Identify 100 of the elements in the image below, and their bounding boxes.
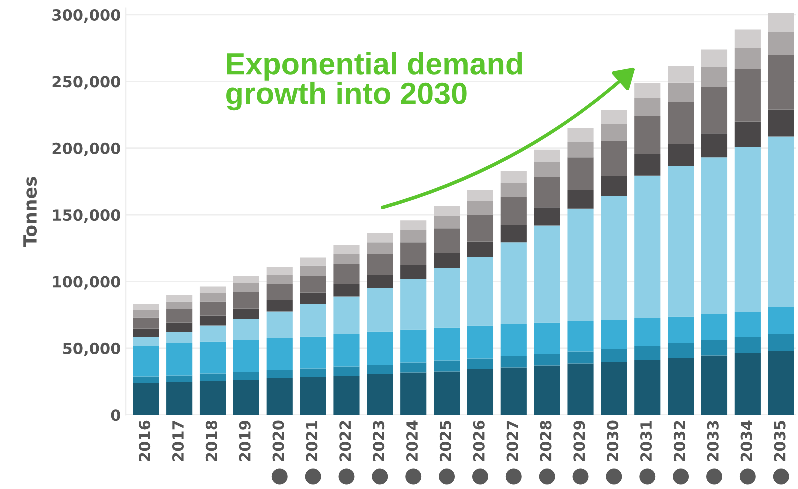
bar: [768, 32, 794, 56]
y-axis-title: Tonnes: [24, 177, 38, 248]
bar: [634, 116, 661, 155]
bar: [467, 215, 494, 242]
bar: [200, 286, 226, 294]
bar: [668, 343, 694, 358]
x-tick-label: 2034: [740, 420, 752, 462]
y-tick-label: 300,000: [52, 9, 120, 23]
bar: [601, 196, 628, 320]
x-tick-label: 2029: [574, 421, 586, 462]
bar: [668, 102, 694, 144]
bar: [400, 330, 427, 363]
bar: [367, 365, 394, 374]
bar: [266, 312, 293, 338]
bar: [701, 67, 728, 88]
bar: [467, 190, 494, 202]
bar: [334, 264, 360, 284]
bar: [300, 258, 326, 266]
bar: [133, 304, 160, 310]
bar: [701, 87, 728, 134]
bar: [568, 352, 594, 364]
bar: [568, 142, 594, 158]
bar: [668, 166, 694, 317]
bar: [601, 110, 628, 124]
y-tick-label: 50,000: [63, 342, 120, 356]
bar: [334, 366, 360, 376]
bar: [133, 383, 160, 416]
bar: [534, 177, 560, 208]
bar: [133, 310, 160, 318]
bar: [734, 69, 761, 122]
annotation: Exponential demand growth into 2030: [226, 52, 522, 111]
bar: [634, 360, 661, 416]
x-tick-label: 2027: [506, 421, 518, 462]
bar: [734, 337, 761, 354]
bar: [634, 98, 661, 116]
bar: [200, 374, 226, 382]
bar: [233, 308, 260, 320]
bar: [266, 267, 293, 276]
bar: [668, 144, 694, 167]
bar: [568, 364, 594, 416]
bar: [701, 158, 728, 314]
bar: [166, 322, 193, 332]
bar: [300, 266, 326, 276]
bar: [133, 346, 160, 377]
bar: [334, 376, 360, 416]
bar: [334, 334, 360, 367]
bar: [734, 353, 761, 416]
bar: [467, 369, 494, 416]
bar: [634, 346, 661, 360]
x-tick-label: 2031: [640, 421, 652, 462]
x-tick-label: 2016: [139, 420, 151, 462]
bar: [668, 66, 694, 83]
bar: [668, 82, 694, 102]
bar: [166, 332, 193, 344]
x-tick-label: 2026: [473, 420, 485, 462]
x-tick-label: 2028: [540, 420, 552, 462]
bar: [166, 308, 193, 323]
bar: [434, 216, 460, 229]
bar: [701, 314, 728, 340]
bar: [534, 354, 560, 366]
bar: [534, 208, 560, 226]
bar: [634, 176, 661, 318]
bar: [601, 141, 628, 176]
bar: [701, 340, 728, 356]
bar: [634, 154, 661, 176]
bar: [768, 136, 794, 307]
bar: [768, 306, 794, 334]
bar: [400, 242, 427, 266]
bar: [534, 150, 560, 162]
bar: [367, 242, 394, 254]
bar: [434, 253, 460, 268]
bar: [467, 242, 494, 258]
bar: [434, 228, 460, 254]
bar: [400, 372, 427, 416]
bar: [166, 343, 193, 376]
bar: [500, 183, 527, 198]
bar: [166, 376, 193, 382]
bar: [467, 326, 494, 359]
bar: [266, 284, 293, 300]
bar: [400, 230, 427, 243]
y-tick-label: 250,000: [52, 76, 120, 90]
bar: [500, 356, 527, 368]
bar: [601, 320, 628, 350]
bar: [568, 158, 594, 190]
bar: [367, 332, 394, 366]
x-tick-label: 2030: [607, 420, 619, 462]
bar: [534, 162, 560, 178]
bar: [266, 300, 293, 312]
bar: [500, 242, 527, 324]
y-tick-label: 0: [111, 410, 120, 422]
bar: [266, 275, 293, 284]
bar: [300, 368, 326, 378]
bar: [568, 321, 594, 352]
bar: [701, 134, 728, 158]
bar: [734, 30, 761, 48]
bar: [734, 122, 761, 148]
bar: [133, 318, 160, 329]
bar: [133, 328, 160, 338]
bar: [400, 220, 427, 230]
bar: [634, 83, 661, 98]
